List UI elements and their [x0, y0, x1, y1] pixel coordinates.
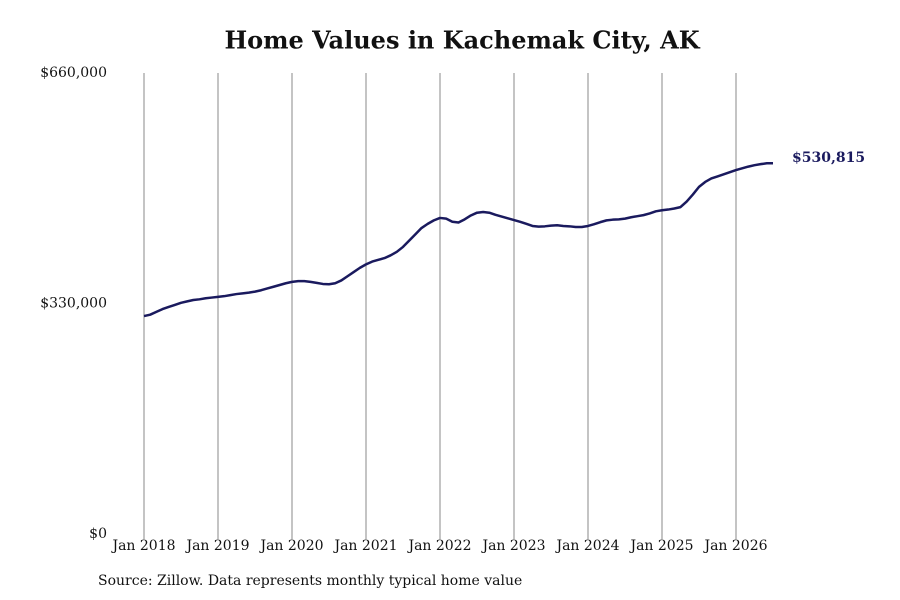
x-tick-label: Jan 2018 [110, 538, 175, 554]
y-tick-label: $660,000 [40, 65, 107, 81]
chart-title: Home Values in Kachemak City, AK [224, 26, 700, 55]
line-series [143, 161, 774, 318]
source-note: Source: Zillow. Data represents monthly … [98, 573, 522, 589]
x-tick-label: Jan 2026 [702, 538, 767, 554]
x-tick-label: Jan 2019 [184, 538, 249, 554]
x-tick-label: Jan 2022 [406, 538, 471, 554]
x-tick-label: Jan 2021 [332, 538, 397, 554]
x-tick-label: Jan 2020 [258, 538, 323, 554]
y-tick-label: $330,000 [40, 296, 107, 312]
x-tick-label: Jan 2023 [480, 538, 545, 554]
x-tick-label: Jan 2025 [628, 538, 693, 554]
x-tick-label: Jan 2024 [554, 538, 619, 554]
y-tick-label: $0 [89, 526, 107, 542]
end-label: $530,815 [792, 150, 865, 166]
